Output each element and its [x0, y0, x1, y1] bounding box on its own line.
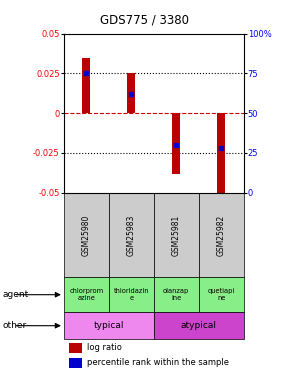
Bar — [154, 193, 199, 278]
Bar — [64, 193, 109, 278]
Text: GSM25983: GSM25983 — [127, 214, 136, 256]
Bar — [64, 312, 154, 339]
Text: agent: agent — [3, 290, 29, 299]
Text: typical: typical — [93, 321, 124, 330]
Text: other: other — [3, 321, 27, 330]
Text: GSM25981: GSM25981 — [172, 214, 181, 256]
Bar — [69, 358, 82, 368]
Bar — [127, 74, 135, 113]
Bar — [199, 193, 244, 278]
Bar — [154, 312, 244, 339]
Text: log ratio: log ratio — [87, 343, 122, 352]
Bar — [217, 113, 225, 193]
Text: percentile rank within the sample: percentile rank within the sample — [87, 358, 229, 368]
Text: GDS775 / 3380: GDS775 / 3380 — [101, 13, 189, 26]
Text: GSM25982: GSM25982 — [217, 214, 226, 256]
Bar — [109, 193, 154, 278]
Bar — [172, 113, 180, 174]
Bar — [64, 278, 109, 312]
Bar — [109, 278, 154, 312]
Text: olanzap
ine: olanzap ine — [163, 288, 189, 301]
Text: atypical: atypical — [181, 321, 217, 330]
Text: thioridazin
e: thioridazin e — [113, 288, 149, 301]
Text: GSM25980: GSM25980 — [82, 214, 91, 256]
Bar — [82, 58, 90, 113]
Bar — [69, 343, 82, 353]
Bar — [154, 278, 199, 312]
Text: quetiapi
ne: quetiapi ne — [208, 288, 235, 301]
Text: chlorprom
azine: chlorprom azine — [69, 288, 103, 301]
Bar — [199, 278, 244, 312]
